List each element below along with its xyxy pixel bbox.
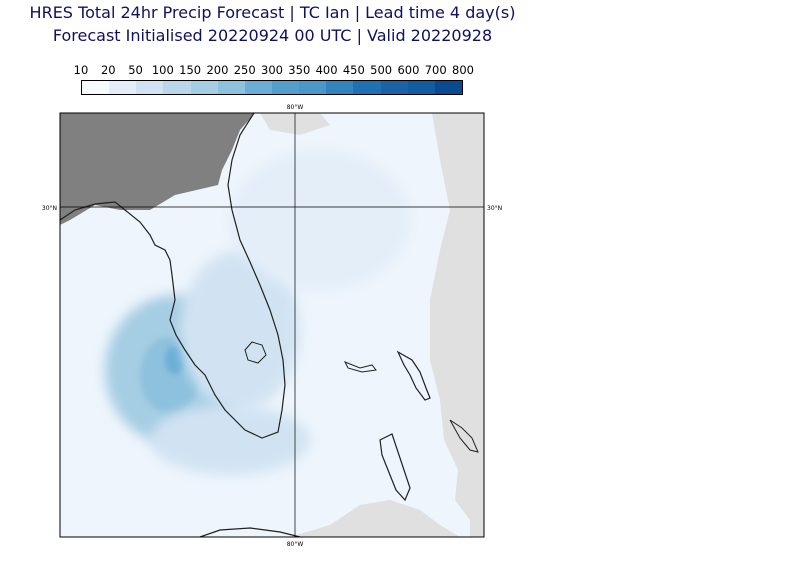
lon-label-bottom: 80°W <box>287 541 304 548</box>
precip-area-peninsula <box>180 250 300 410</box>
colorbar-swatch <box>434 81 462 94</box>
coastline-bahamas-andros <box>379 433 411 502</box>
lat-label-right: 30°N <box>487 205 502 212</box>
colorbar-swatch <box>136 81 164 94</box>
colorbar-label: 250 <box>233 63 256 77</box>
colorbar-swatch <box>244 81 272 94</box>
precip-colorbar <box>81 80 463 95</box>
coastline-florida <box>60 113 286 439</box>
colorbar-label: 10 <box>73 63 89 77</box>
colorbar-label: 20 <box>100 63 116 77</box>
colorbar-swatch <box>82 81 110 94</box>
coastline-cuba <box>199 527 301 537</box>
colorbar-swatch <box>380 81 408 94</box>
land-southeast-us <box>60 113 255 225</box>
colorbar-swatch <box>353 81 381 94</box>
colorbar-label: 350 <box>288 63 311 77</box>
colorbar-swatch <box>326 81 354 94</box>
chart-title-line-1: HRES Total 24hr Precip Forecast | TC Ian… <box>29 3 516 22</box>
colorbar-label: 150 <box>179 63 202 77</box>
colorbar-label: 600 <box>397 63 420 77</box>
colorbar-swatch <box>407 81 435 94</box>
lon-label-top: 80°W <box>287 104 304 111</box>
colorbar-swatch <box>163 81 191 94</box>
precip-area-atlantic <box>230 150 410 290</box>
colorbar-label: 100 <box>151 63 174 77</box>
no-data-region-south <box>290 500 460 537</box>
colorbar-label: 50 <box>128 63 143 77</box>
colorbar-label: 400 <box>315 63 338 77</box>
colorbar-label: 450 <box>342 63 365 77</box>
colorbar-swatch <box>109 81 137 94</box>
precip-area-straits <box>150 405 310 475</box>
colorbar-label: 800 <box>452 63 474 77</box>
coastline-bahamas-abaco <box>396 350 431 401</box>
map-frame <box>59 112 485 538</box>
chart-title-line-2: Forecast Initialised 20220924 00 UTC | V… <box>52 26 493 45</box>
colorbar-labels: 10 20 50 100 150 200 250 300 350 400 450 500 600 700 8… <box>74 63 474 77</box>
colorbar-label: 700 <box>424 63 447 77</box>
colorbar-swatch <box>190 81 218 94</box>
colorbar-label: 300 <box>261 63 283 77</box>
colorbar-label: 500 <box>370 63 393 77</box>
precip-area-peak <box>165 346 185 374</box>
colorbar-swatch <box>271 81 300 94</box>
coastline-bahamas-eleuthera <box>449 419 479 453</box>
lat-label-left: 30°N <box>42 205 57 212</box>
colorbar-swatch <box>217 81 245 94</box>
colorbar-swatch <box>299 81 327 94</box>
colorbar-label: 200 <box>206 63 229 77</box>
coastline-lake-okeechobee <box>244 341 267 364</box>
coastline-bahamas-grand <box>343 361 377 373</box>
no-data-region-east <box>430 113 484 537</box>
